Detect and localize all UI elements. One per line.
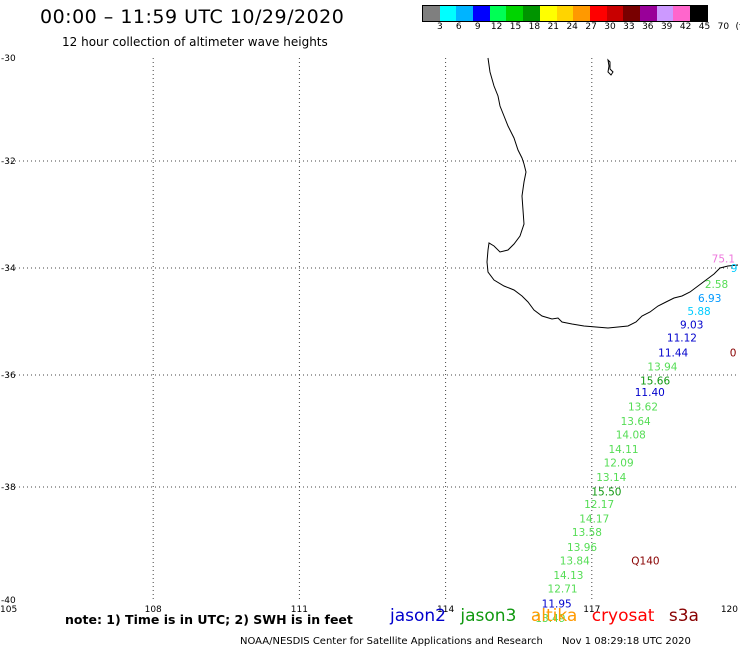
graticule-grid [7, 58, 738, 600]
wave-height-label: 12.17 [584, 499, 614, 511]
footer-credit: NOAA/NESDIS Center for Satellite Applica… [240, 636, 691, 647]
wave-height-label: 12.09 [604, 457, 634, 469]
page-subtitle: 12 hour collection of altimeter wave hei… [62, 35, 328, 49]
color-scale-label: 3 [437, 22, 443, 32]
wave-height-label: 14.11 [608, 444, 638, 456]
color-scale-label: 39 [660, 22, 673, 32]
color-scale-swatch [656, 6, 674, 21]
wave-height-label: 13.64 [621, 416, 651, 428]
wave-height-label: 12.71 [548, 584, 578, 596]
coastline [486, 57, 739, 329]
wave-height-label: 13.14 [596, 472, 626, 484]
latitude-tick-label: -32 [1, 157, 16, 167]
wave-height-label: 5.88 [687, 306, 710, 318]
legend-cryosat: cryosat [591, 606, 655, 626]
longitude-tick-label: 111 [291, 605, 308, 615]
color-scale-label: 42 [679, 22, 692, 32]
legend-jason3: jason3 [460, 606, 517, 626]
color-scale-swatch [639, 6, 657, 21]
latitude-tick-label: -30 [1, 54, 16, 64]
color-scale-label: 24 [566, 22, 578, 32]
footer-credit-text: NOAA/NESDIS Center for Satellite Applica… [240, 636, 543, 647]
color-scale-label: 27 [585, 22, 597, 32]
color-scale-swatch [523, 6, 540, 21]
wave-height-label: 14.13 [553, 570, 583, 582]
units-note: note: 1) Time is in UTC; 2) SWH is in fe… [65, 612, 353, 627]
wave-height-label: 13.94 [647, 361, 677, 373]
color-scale-swatch [606, 6, 624, 21]
color-scale-swatch [673, 6, 690, 21]
wave-height-label: 13.58 [572, 527, 602, 539]
longitude-tick-label: 114 [437, 605, 454, 615]
wave-height-label: 15.66 [640, 376, 670, 388]
color-scale-label: 33 [623, 22, 635, 32]
coastline-mainland [486, 57, 739, 329]
color-scale-swatch [589, 6, 607, 21]
color-scale-label: 45 [698, 22, 711, 32]
color-scale-label: 12 [490, 22, 503, 32]
legend-jason2: jason2 [390, 606, 446, 626]
wave-height-label: 9.03 [680, 320, 703, 332]
color-scale-swatch [423, 6, 440, 21]
color-scale-swatch [573, 6, 590, 21]
wave-height-label: 6.93 [698, 293, 721, 305]
longitude-tick-label: 120 [721, 605, 738, 615]
wave-height-label: 14.08 [616, 429, 646, 441]
wave-height-label: 15.50 [591, 487, 621, 499]
wave-height-label: 13.96 [567, 542, 597, 554]
latitude-tick-label: -40 [1, 596, 16, 606]
legend-s3a: s3a [668, 606, 699, 626]
color-scale-bar [422, 5, 708, 22]
color-scale-label: 70 [717, 22, 730, 32]
color-scale-swatch [690, 6, 707, 21]
wave-height-label: Q140 [631, 555, 659, 567]
page-title: 00:00 – 11:59 UTC 10/29/2020 [40, 6, 345, 28]
footer-timestamp: Nov 1 08:29:18 UTC 2020 [562, 636, 691, 647]
wave-height-label: 13.84 [560, 555, 590, 567]
wave-height-label: 13.49 [535, 613, 565, 625]
color-scale-swatch [489, 6, 507, 21]
wave-height-label: 0 [730, 348, 737, 360]
longitude-tick-label: 108 [145, 605, 162, 615]
wave-height-label: 11.44 [658, 348, 688, 360]
wave-height-label: 13.62 [628, 401, 658, 413]
color-scale-label: 18 [528, 22, 541, 32]
wave-height-label: 75.1 [712, 253, 735, 265]
color-scale-label: (ft) [735, 22, 740, 32]
wave-height-label: 14.17 [579, 514, 609, 526]
color-scale-label: 36 [642, 22, 654, 32]
satellite-legend: jason2 jason3 altika cryosat s3a [390, 606, 708, 626]
color-scale-swatch [539, 6, 557, 21]
wave-height-label: 11.40 [635, 387, 665, 399]
color-scale-swatch [506, 6, 524, 21]
legend-altika: altika [530, 606, 578, 626]
longitude-tick-label: 105 [0, 605, 17, 615]
color-scale-label: 21 [547, 22, 560, 32]
color-scale-swatch [473, 6, 490, 21]
color-scale-swatch [456, 6, 474, 21]
color-scale-label: 30 [604, 22, 616, 32]
coastline-island [607, 58, 614, 76]
color-scale-swatch [623, 6, 640, 21]
longitude-tick-label: 117 [583, 605, 600, 615]
color-scale-swatch [439, 6, 457, 21]
color-scale-label: 6 [455, 22, 462, 32]
wave-height-label: 11.95 [542, 598, 572, 610]
latitude-tick-label: -36 [1, 371, 16, 381]
color-scale-label: 9 [474, 22, 481, 32]
wave-height-label: 2.58 [705, 279, 728, 291]
wave-height-label: 9 [731, 263, 738, 275]
color-scale-swatch [556, 6, 574, 21]
color-scale-label: 15 [509, 22, 522, 32]
latitude-tick-label: -34 [1, 264, 16, 274]
latitude-tick-label: -38 [1, 483, 16, 493]
wave-height-label: 11.12 [667, 333, 697, 345]
